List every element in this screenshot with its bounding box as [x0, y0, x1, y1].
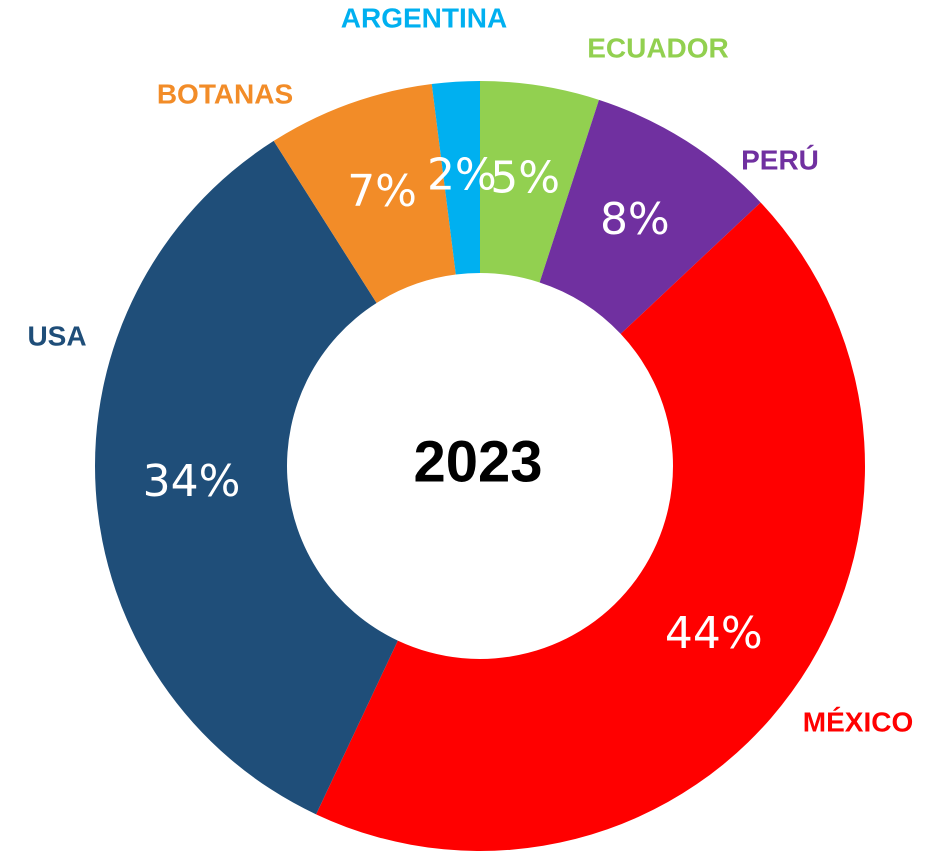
chart-title: 2023: [413, 429, 542, 494]
category-label: MÉXICO: [803, 706, 913, 737]
data-label: 44%: [665, 608, 763, 659]
category-label: ARGENTINA: [341, 2, 507, 33]
data-label: 5%: [490, 153, 560, 204]
data-label: 8%: [600, 194, 670, 245]
data-label: 7%: [347, 166, 417, 217]
data-label: 2%: [427, 150, 497, 201]
slice: [273, 84, 456, 304]
category-label: ECUADOR: [587, 32, 729, 63]
data-label: 34%: [143, 456, 241, 507]
slice: [95, 140, 398, 815]
slice: [480, 81, 599, 283]
slice: [431, 81, 480, 275]
category-label: BOTANAS: [157, 78, 293, 109]
category-label: PERÚ: [741, 144, 819, 175]
slice: [539, 99, 761, 334]
slices: [95, 81, 865, 851]
slice: [316, 202, 865, 851]
category-label: USA: [27, 320, 86, 351]
